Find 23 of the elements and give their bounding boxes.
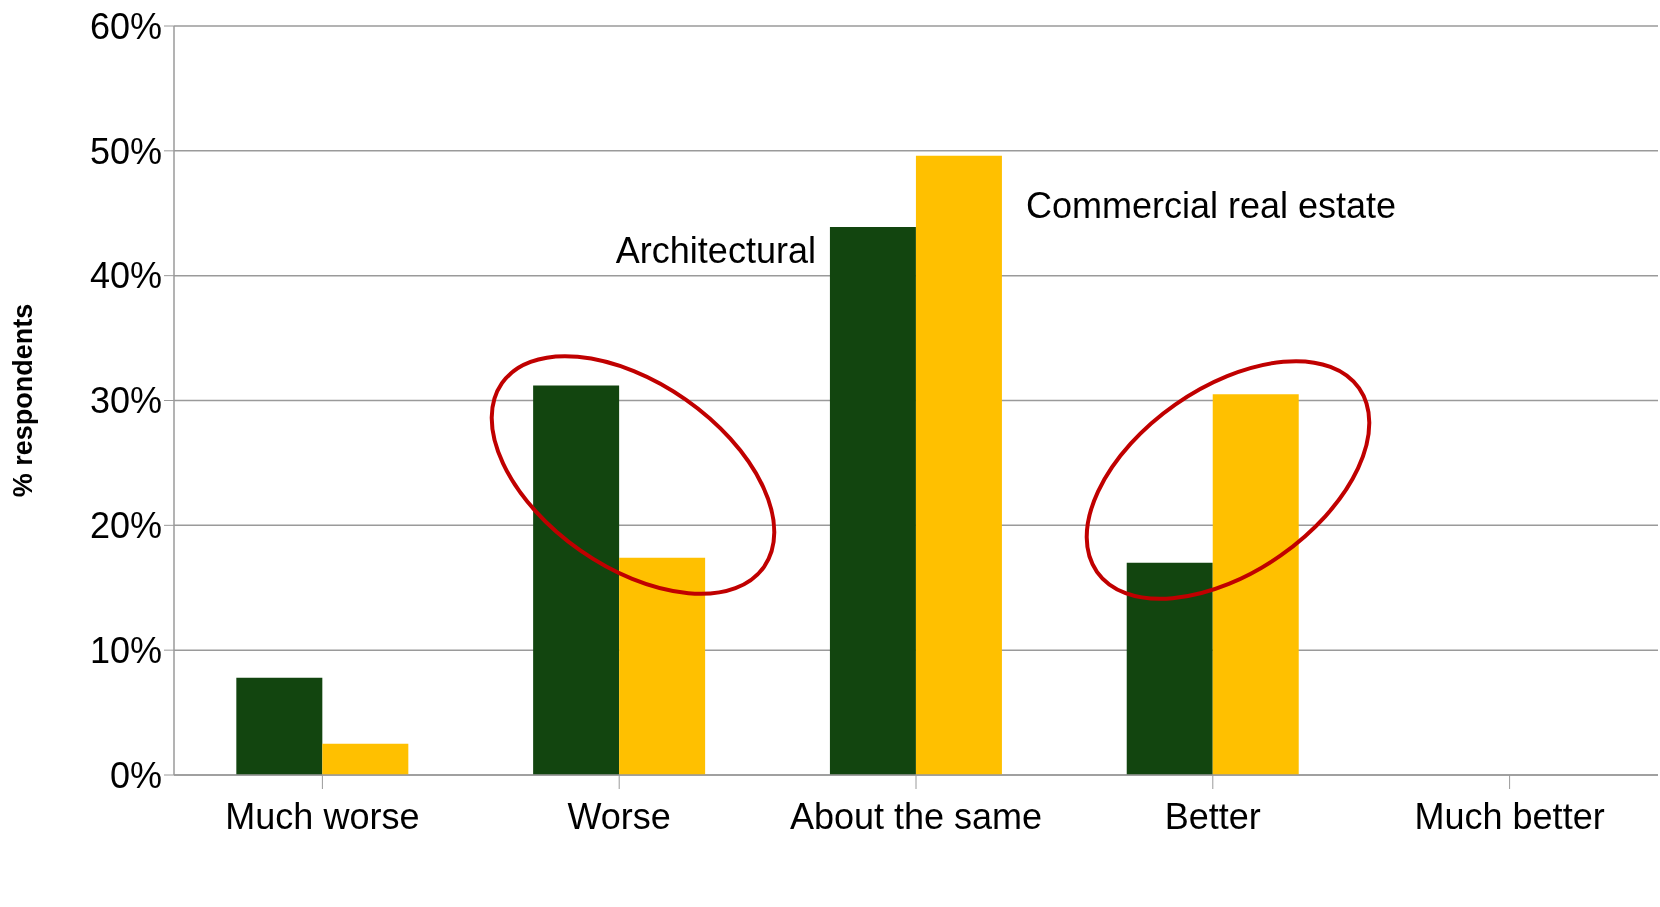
bar (322, 743, 409, 775)
y-tick-label: 30% (89, 380, 162, 422)
bar (619, 557, 706, 775)
series-label: Commercial real estate (1025, 184, 1397, 226)
series-label: Architectural (615, 229, 816, 271)
bar (915, 155, 1002, 775)
x-tick-label: Much worse (225, 795, 420, 837)
x-tick-label: About the same (789, 795, 1043, 837)
bar (1126, 562, 1213, 775)
y-tick-label: 60% (89, 5, 162, 47)
x-tick-label: Worse (567, 795, 671, 837)
bar (236, 677, 323, 775)
bar (533, 385, 620, 775)
y-tick-label: 0% (109, 754, 162, 796)
y-axis-title: % respondents (7, 303, 38, 498)
x-tick-label: Better (1164, 795, 1261, 837)
y-tick-label: 40% (89, 255, 162, 297)
bar (829, 226, 916, 775)
x-tick-label: Much better (1414, 795, 1605, 837)
y-tick-label: 10% (89, 629, 162, 671)
y-tick-label: 20% (89, 505, 162, 547)
bar (1212, 394, 1299, 775)
y-tick-label: 50% (89, 130, 162, 172)
